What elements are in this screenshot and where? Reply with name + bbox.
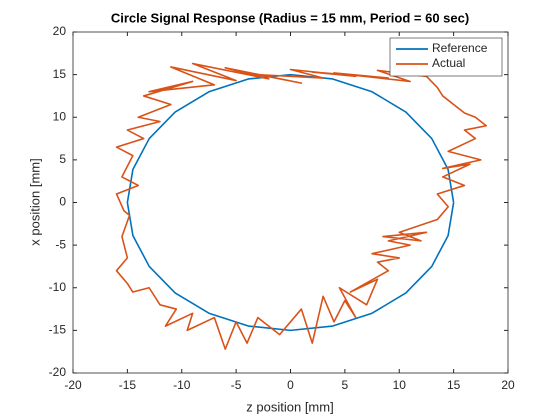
y-tick-label: -15 — [49, 323, 67, 337]
legend-label: Reference — [432, 41, 488, 55]
line-series — [115, 62, 488, 350]
x-tick-label: -15 — [119, 378, 137, 392]
x-tick-label: 5 — [342, 378, 349, 392]
y-tick-label: -20 — [49, 365, 67, 379]
y-axis-label: x position [mm] — [27, 158, 42, 245]
x-axis-label: z position [mm] — [246, 399, 333, 414]
x-tick-label: -5 — [231, 378, 242, 392]
y-tick-label: 0 — [59, 195, 66, 209]
x-tick-label: 20 — [501, 378, 515, 392]
x-tick-label: 0 — [287, 378, 294, 392]
chart-title: Circle Signal Response (Radius = 15 mm, … — [111, 10, 469, 25]
legend-box — [389, 37, 503, 77]
axes-box — [72, 31, 509, 374]
legend-label: Actual — [432, 56, 465, 70]
line-series — [126, 73, 455, 332]
x-tick-label: 10 — [393, 378, 407, 392]
y-tick-label: 10 — [53, 109, 67, 123]
y-tick-label: -5 — [55, 237, 66, 251]
y-tick-label: 20 — [53, 24, 67, 38]
x-tick-label: 15 — [447, 378, 461, 392]
x-tick-label: -10 — [173, 378, 191, 392]
y-tick-label: 15 — [53, 67, 67, 81]
y-tick-label: -10 — [49, 280, 67, 294]
x-tick-label: -20 — [64, 378, 82, 392]
y-tick-label: 5 — [59, 152, 66, 166]
